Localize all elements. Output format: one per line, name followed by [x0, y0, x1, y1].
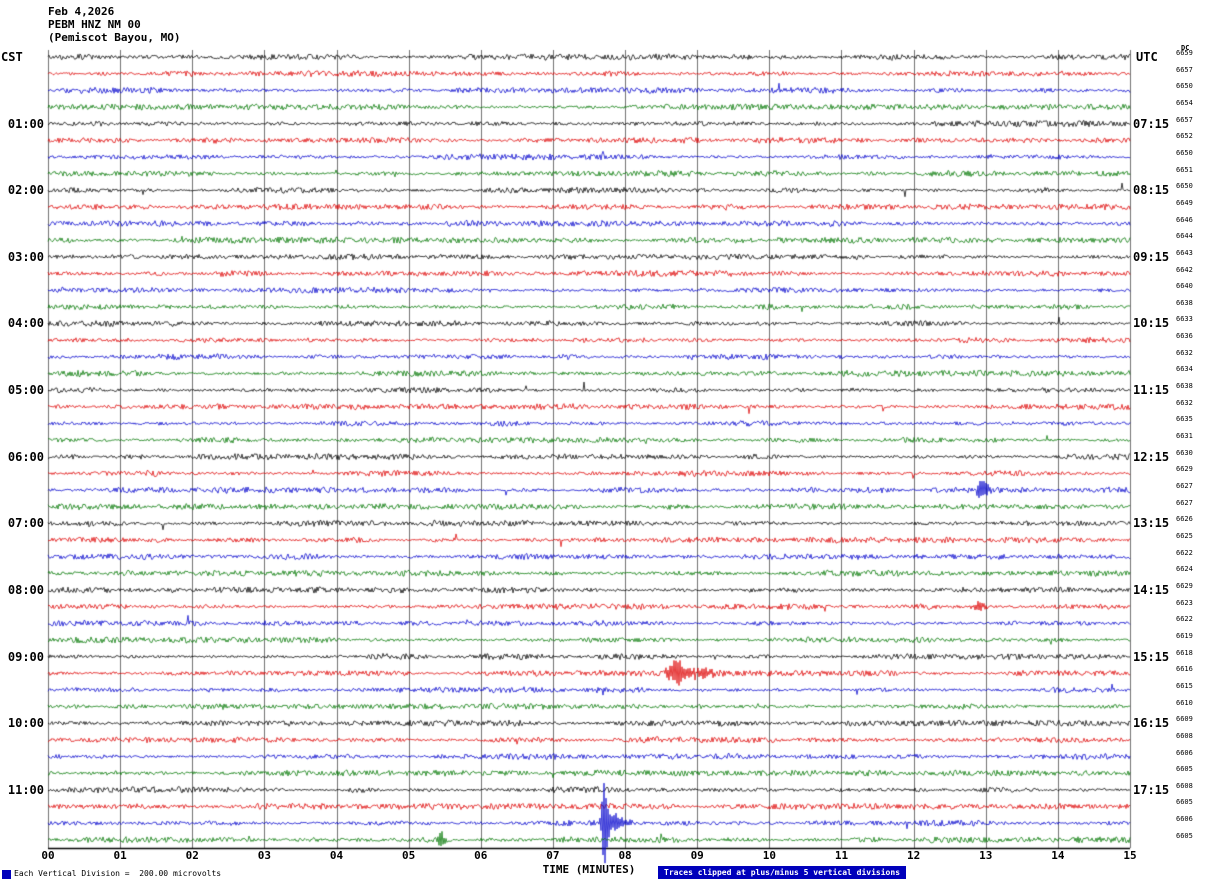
- right-time-label: 11:15: [1133, 383, 1170, 398]
- x-tick-label: 15: [1123, 849, 1137, 862]
- dc-value: 6625: [1176, 531, 1193, 540]
- dc-value: 6624: [1176, 565, 1193, 574]
- header-station-code: PEBM HNZ NM 00: [48, 18, 141, 31]
- x-tick-label: 13: [979, 849, 993, 862]
- dc-value: 6632: [1176, 348, 1193, 357]
- right-time-label: 14:15: [1133, 582, 1170, 597]
- left-time-label: 04:00: [7, 316, 44, 331]
- dc-value: 6633: [1176, 315, 1193, 324]
- right-time-label: 12:15: [1133, 449, 1170, 464]
- x-axis-label: TIME (MINUTES): [542, 863, 636, 876]
- dc-value: 6652: [1176, 132, 1193, 141]
- right-timezone-label: UTC: [1136, 50, 1158, 64]
- dc-value: 6630: [1176, 448, 1193, 457]
- left-time-label: 03:00: [7, 249, 44, 264]
- x-tick-label: 12: [906, 849, 921, 862]
- right-time-label: 13:15: [1133, 516, 1170, 531]
- dc-value: 6636: [1176, 332, 1193, 341]
- dc-value: 6629: [1176, 465, 1193, 474]
- dc-value: 6657: [1176, 65, 1193, 74]
- right-time-label: 17:15: [1133, 782, 1170, 797]
- x-tick-label: 02: [185, 849, 199, 862]
- dc-value: 6629: [1176, 581, 1193, 590]
- dc-value: 6619: [1176, 631, 1193, 640]
- dc-value: 6638: [1176, 382, 1193, 391]
- dc-value: 6649: [1176, 198, 1193, 207]
- x-tick-label: 07: [546, 849, 560, 862]
- dc-value: 6616: [1176, 665, 1193, 674]
- x-tick-label: 14: [1051, 849, 1065, 862]
- dc-value: 6615: [1176, 681, 1193, 690]
- dc-value: 6622: [1176, 548, 1193, 557]
- x-tick-label: 08: [618, 849, 632, 862]
- left-time-label: 09:00: [7, 649, 44, 664]
- left-time-label: 10:00: [7, 716, 44, 731]
- x-tick-label: 03: [257, 849, 272, 862]
- x-tick-label: 06: [474, 849, 488, 862]
- dc-value: 6634: [1176, 365, 1193, 374]
- dc-value: 6608: [1176, 731, 1193, 740]
- dc-value: 6640: [1176, 282, 1193, 291]
- dc-value: 6622: [1176, 615, 1193, 624]
- scale-note: Each Vertical Division = 200.00 microvol…: [14, 869, 222, 878]
- right-time-label: 16:15: [1133, 716, 1170, 731]
- dc-value: 6605: [1176, 831, 1193, 840]
- dc-value: 6646: [1176, 215, 1193, 224]
- right-time-label: 15:15: [1133, 649, 1170, 664]
- left-time-label: 07:00: [7, 516, 44, 531]
- right-time-label: 09:15: [1133, 249, 1170, 264]
- dc-value: 6644: [1176, 232, 1193, 241]
- dc-value: 6638: [1176, 298, 1193, 307]
- dc-value: 6650: [1176, 82, 1193, 91]
- x-tick-label: 10: [762, 849, 776, 862]
- x-tick-label: 01: [113, 849, 127, 862]
- dc-value: 6627: [1176, 482, 1193, 491]
- x-tick-label: 05: [402, 849, 416, 862]
- dc-value: 6631: [1176, 432, 1193, 441]
- dc-value: 6635: [1176, 415, 1193, 424]
- left-timezone-label: CST: [1, 50, 23, 64]
- legend-marker: [2, 870, 11, 879]
- dc-value: 6626: [1176, 515, 1193, 524]
- dc-value: 6605: [1176, 765, 1193, 774]
- left-time-label: 08:00: [7, 582, 44, 597]
- x-tick-label: 11: [834, 849, 849, 862]
- header-date: Feb 4,2026: [48, 5, 115, 18]
- dc-value: 6610: [1176, 698, 1193, 707]
- dc-value: 6618: [1176, 648, 1193, 657]
- x-tick-label: 04: [329, 849, 344, 862]
- left-time-label: 06:00: [7, 449, 44, 464]
- dc-value: 6651: [1176, 165, 1193, 174]
- left-time-label: 11:00: [7, 782, 44, 797]
- dc-value: 6627: [1176, 498, 1193, 507]
- dc-value: 6659: [1176, 49, 1193, 57]
- dc-value: 6608: [1176, 781, 1193, 790]
- clip-note: Traces clipped at plus/minus 5 vertical …: [658, 866, 907, 879]
- right-time-label: 08:15: [1133, 183, 1170, 198]
- x-tick-label: 00: [41, 849, 55, 862]
- left-time-label: 01:00: [7, 116, 44, 131]
- dc-value: 6609: [1176, 715, 1193, 724]
- dc-value: 6642: [1176, 265, 1193, 274]
- dc-column-header: DC: [1181, 44, 1190, 52]
- dc-value: 6650: [1176, 148, 1193, 157]
- left-time-label: 05:00: [7, 383, 44, 398]
- dc-value: 6650: [1176, 182, 1193, 191]
- dc-value: 6623: [1176, 598, 1193, 607]
- dc-value: 6643: [1176, 248, 1193, 257]
- dc-value: 6657: [1176, 115, 1193, 124]
- dc-value: 6606: [1176, 815, 1193, 824]
- dc-value: 6654: [1176, 98, 1193, 107]
- header-station-location: (Pemiscot Bayou, MO): [48, 31, 181, 44]
- dc-value: 6632: [1176, 398, 1193, 407]
- right-time-label: 07:15: [1133, 116, 1170, 131]
- x-tick-label: 09: [690, 849, 704, 862]
- dc-value: 6606: [1176, 748, 1193, 757]
- left-time-label: 02:00: [7, 183, 44, 198]
- right-time-label: 10:15: [1133, 316, 1170, 331]
- dc-value: 6605: [1176, 798, 1193, 807]
